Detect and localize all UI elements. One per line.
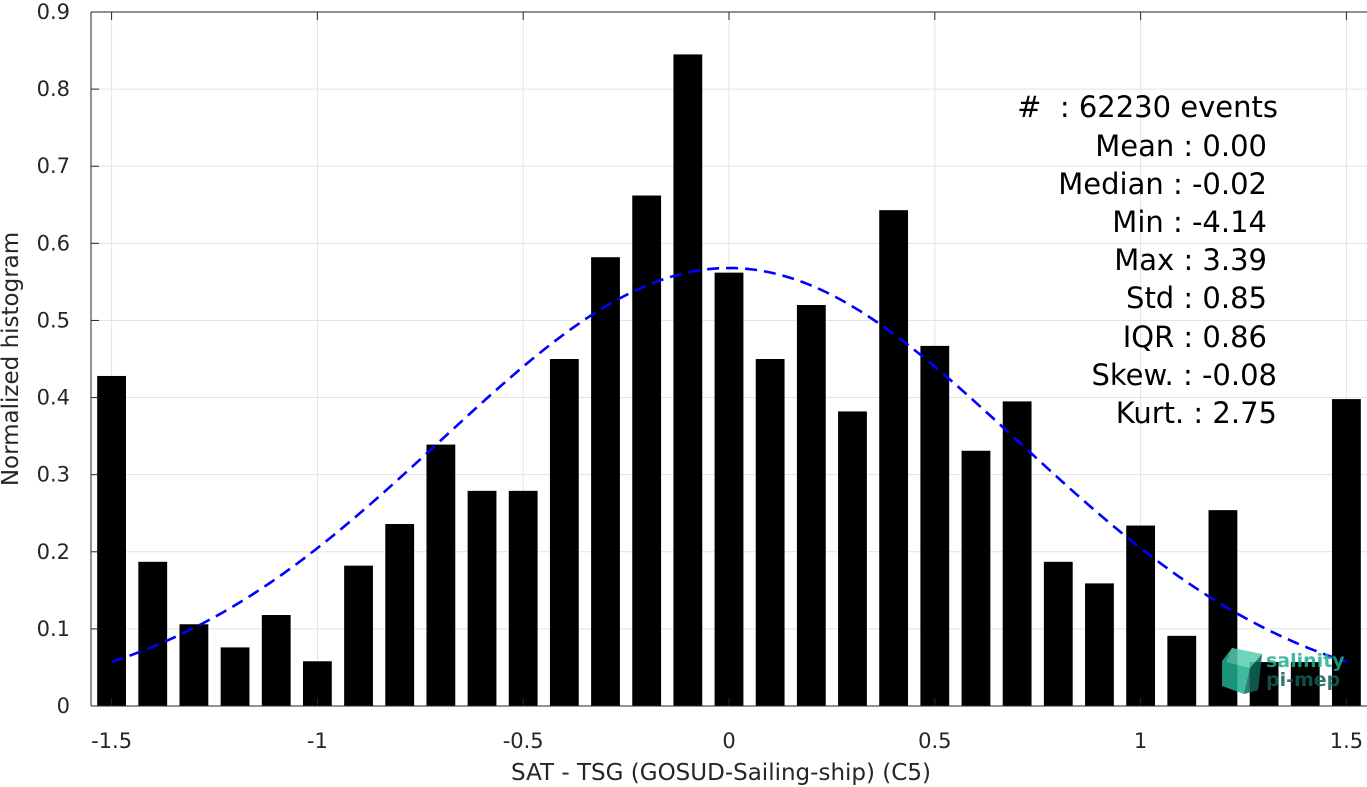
histogram-bar-29 [1290,662,1320,706]
stat-count: # : 62230 events [1017,90,1278,124]
histogram-bar-25 [1126,525,1156,706]
histogram-bar-9 [467,490,497,706]
stat-min: Min : -4.14 [1112,205,1267,239]
histogram-bar-11 [549,359,579,706]
histogram-bar-16 [755,359,785,706]
histogram-bar-12 [591,257,620,706]
histogram-bar-13 [632,195,662,706]
y-tick-label-0: 0 [57,694,70,718]
histogram-bar-7 [385,524,415,706]
y-axis-label: Normalized histogram [0,232,24,486]
stat-median: Median : -0.02 [1058,167,1267,201]
statistics-annotation: # : 62230 events Mean : 0.00 Median : -0… [1017,90,1278,430]
histogram-bar-30 [1332,399,1361,706]
y-axis-tick-labels: 0 0.1 0.2 0.3 0.4 0.5 0.6 0.7 0.8 0.9 [37,0,70,718]
gaussian-fit-curve [111,266,1347,664]
stat-std: Std : 0.85 [1126,281,1267,315]
histogram-bar-17 [796,305,826,706]
y-tick-label-9: 0.9 [37,0,70,24]
logo-cube-dark-icon [1244,654,1262,694]
stat-kurt: Kurt. : 2.75 [1116,396,1277,430]
logo-text-salinity: salinity [1266,650,1345,672]
histogram-bar-24 [1085,583,1114,706]
histogram-bar-10 [508,490,538,706]
y-tick-label-4: 0.4 [37,386,70,410]
stat-iqr: IQR : 0.86 [1123,320,1267,354]
axes [90,11,1367,707]
x-tick-label-0: -1.5 [91,729,132,753]
x-tick-label-2: -0.5 [503,729,544,753]
logo-cube-shade-icon [1226,648,1262,668]
stat-skew: Skew. : -0.08 [1091,358,1277,392]
y-tick-label-8: 0.8 [37,77,70,101]
histogram-bar-3 [220,647,250,706]
x-tick-label-4: 0.5 [918,729,951,753]
histogram-bar-15 [714,272,744,706]
histogram-bar-22 [1002,401,1032,706]
salinity-pi-mep-logo: salinity pi-mep [1222,648,1345,694]
y-tick-label-1: 0.1 [37,617,70,641]
histogram-bar-18 [838,411,867,706]
histogram-bar-6 [344,565,373,706]
x-axis-label: SAT - TSG (GOSUD-Sailing-ship) (C5) [511,760,931,786]
histogram-bar-4 [261,615,291,706]
x-axis-tick-labels: -1.5 -1 -0.5 0 0.5 1 1.5 [91,729,1363,753]
x-tick-label-6: 1.5 [1330,729,1363,753]
histogram-bar-19 [879,210,909,706]
y-tick-label-3: 0.3 [37,463,70,487]
stat-max: Max : 3.39 [1114,243,1267,277]
logo-text-pi-mep: pi-mep [1266,669,1340,691]
x-tick-label-3: 0 [722,729,735,753]
histogram-bar-26 [1167,635,1197,706]
histogram-bar-1 [138,561,168,706]
histogram-bar-2 [179,624,209,706]
y-tick-label-5: 0.5 [37,308,70,332]
histogram-bar-20 [920,345,950,706]
histogram-bars [97,54,1361,707]
histogram-bar-21 [961,450,991,706]
x-tick-label-5: 1 [1134,729,1147,753]
histogram-bar-0 [97,375,126,706]
y-tick-label-6: 0.6 [37,231,70,255]
histogram-bar-23 [1043,561,1073,706]
y-tick-label-2: 0.2 [37,540,70,564]
histogram-bar-8 [426,444,456,706]
stat-mean: Mean : 0.00 [1095,129,1267,163]
histogram-bar-14 [673,54,703,707]
y-tick-label-7: 0.7 [37,154,70,178]
x-tick-label-1: -1 [307,729,328,753]
